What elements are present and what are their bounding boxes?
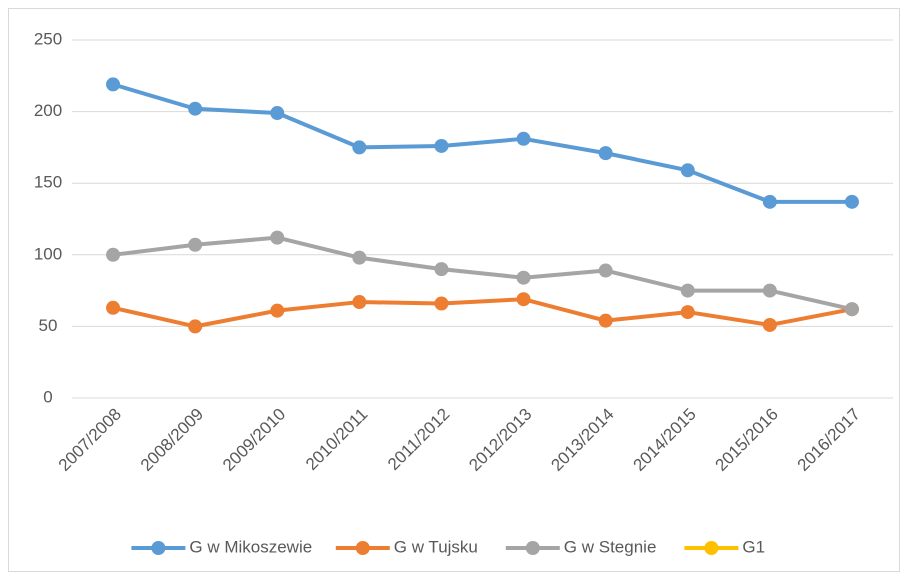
data-point [270, 230, 285, 245]
y-tick-label: 250 [34, 29, 62, 48]
data-point [516, 131, 531, 146]
legend-marker [151, 541, 166, 555]
legend-label: G1 [742, 537, 765, 556]
legend-label: G w Mikoszewie [189, 537, 312, 556]
data-point [516, 270, 531, 285]
data-point [762, 317, 777, 332]
legend-marker [704, 541, 719, 555]
data-point [352, 250, 367, 265]
data-point [680, 283, 695, 298]
data-point [188, 319, 203, 334]
data-point [598, 313, 613, 328]
series-line [112, 235, 853, 312]
data-point [762, 283, 777, 298]
data-point [434, 262, 449, 277]
data-point [598, 263, 613, 278]
data-point [680, 163, 695, 178]
data-point [106, 247, 121, 262]
data-point [680, 305, 695, 320]
data-point [106, 77, 121, 92]
data-point [434, 138, 449, 153]
data-point [188, 101, 203, 116]
data-point [106, 300, 121, 315]
data-point [270, 303, 285, 318]
data-point [844, 302, 859, 317]
data-point [844, 194, 859, 209]
y-tick-label: 100 [34, 244, 62, 263]
legend: G w Mikoszewie G w Tujsku G w Stegnie G1 [131, 537, 765, 556]
data-point [434, 296, 449, 311]
y-tick-label: 150 [34, 173, 62, 192]
data-point [352, 140, 367, 155]
series-line [112, 82, 852, 204]
data-point [270, 106, 285, 121]
y-tick-label: 50 [39, 316, 58, 335]
legend-marker [355, 541, 370, 555]
legend-label: G w Stegnie [564, 537, 657, 556]
legend-label: G w Tujsku [394, 537, 478, 556]
y-tick-label: 200 [34, 101, 62, 120]
y-tick-label: 0 [43, 387, 52, 406]
legend-marker [525, 541, 540, 555]
series-line [112, 297, 853, 329]
data-point [188, 237, 203, 252]
data-point [516, 292, 531, 307]
data-point [762, 194, 777, 209]
data-point [598, 146, 613, 161]
data-point [352, 295, 367, 310]
